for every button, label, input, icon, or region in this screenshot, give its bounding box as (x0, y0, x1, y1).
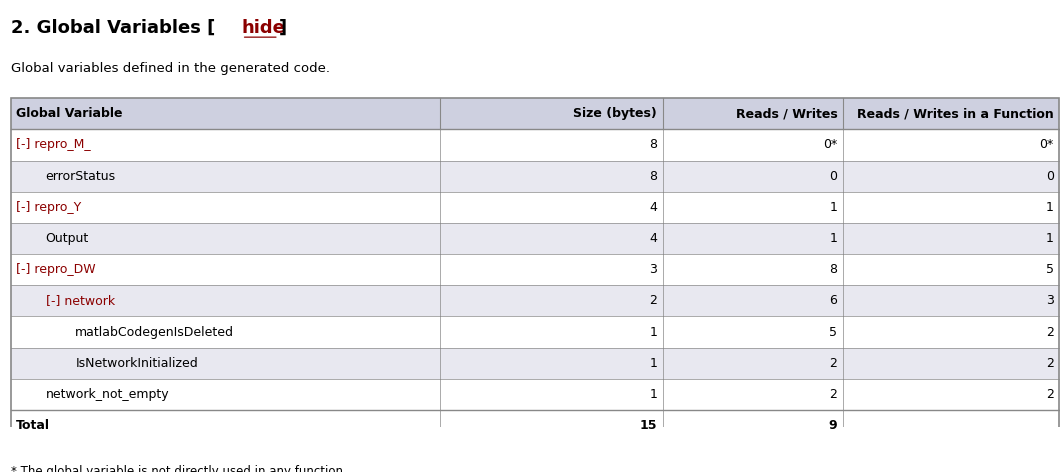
Bar (11, 223, 1059, 254)
Text: 0*: 0* (1040, 138, 1054, 152)
Text: IsNetworkInitialized: IsNetworkInitialized (75, 357, 198, 370)
Text: 2: 2 (1046, 388, 1054, 401)
Text: 0*: 0* (824, 138, 837, 152)
Bar (11, 129, 1059, 160)
Text: [-] repro_DW: [-] repro_DW (16, 263, 95, 276)
Text: 4: 4 (650, 201, 657, 214)
Text: ]: ] (279, 19, 287, 37)
Text: errorStatus: errorStatus (46, 169, 116, 183)
Text: 2: 2 (830, 388, 837, 401)
Text: 2: 2 (830, 357, 837, 370)
Text: matlabCodegenIsDeleted: matlabCodegenIsDeleted (75, 326, 234, 338)
Bar (11, 316, 1059, 347)
Text: [-] network: [-] network (46, 295, 114, 307)
Text: 1: 1 (830, 232, 837, 245)
Text: 8: 8 (829, 263, 837, 276)
Text: Total: Total (16, 419, 50, 432)
Bar (11, 192, 1059, 223)
Text: 1: 1 (1046, 201, 1054, 214)
Text: 8: 8 (649, 138, 657, 152)
Bar (11, 160, 1059, 192)
Text: 1: 1 (650, 388, 657, 401)
Bar (11, 410, 1059, 441)
Text: 8: 8 (649, 169, 657, 183)
Text: 5: 5 (829, 326, 837, 338)
Text: 5: 5 (1045, 263, 1054, 276)
Text: * The global variable is not directly used in any function.: * The global variable is not directly us… (11, 464, 347, 472)
Text: Reads / Writes in a Function: Reads / Writes in a Function (856, 107, 1054, 120)
Bar (11, 98, 1059, 129)
Text: 1: 1 (1046, 232, 1054, 245)
Bar (11, 285, 1059, 316)
Text: [-] repro_Y: [-] repro_Y (16, 201, 82, 214)
Bar (11, 98, 1059, 441)
Text: 0: 0 (829, 169, 837, 183)
Text: 6: 6 (830, 295, 837, 307)
Text: 2: 2 (1046, 357, 1054, 370)
Text: Global variables defined in the generated code.: Global variables defined in the generate… (11, 62, 330, 75)
Text: Output: Output (46, 232, 89, 245)
Text: 1: 1 (650, 326, 657, 338)
Text: network_not_empty: network_not_empty (46, 388, 170, 401)
Text: 2: 2 (1046, 326, 1054, 338)
Text: 3: 3 (1046, 295, 1054, 307)
Text: Reads / Writes: Reads / Writes (736, 107, 837, 120)
Text: Global Variable: Global Variable (16, 107, 122, 120)
Text: 1: 1 (830, 201, 837, 214)
Bar (11, 347, 1059, 379)
Text: 9: 9 (829, 419, 837, 432)
Text: hide: hide (242, 19, 285, 37)
Text: [-] repro_M_: [-] repro_M_ (16, 138, 90, 152)
Text: 0: 0 (1045, 169, 1054, 183)
Text: Size (bytes): Size (bytes) (573, 107, 657, 120)
Text: 15: 15 (639, 419, 657, 432)
Text: 2. Global Variables [: 2. Global Variables [ (11, 19, 215, 37)
Bar (11, 379, 1059, 410)
Bar (11, 254, 1059, 285)
Text: 2: 2 (650, 295, 657, 307)
Text: 1: 1 (650, 357, 657, 370)
Text: 4: 4 (650, 232, 657, 245)
Text: 3: 3 (650, 263, 657, 276)
